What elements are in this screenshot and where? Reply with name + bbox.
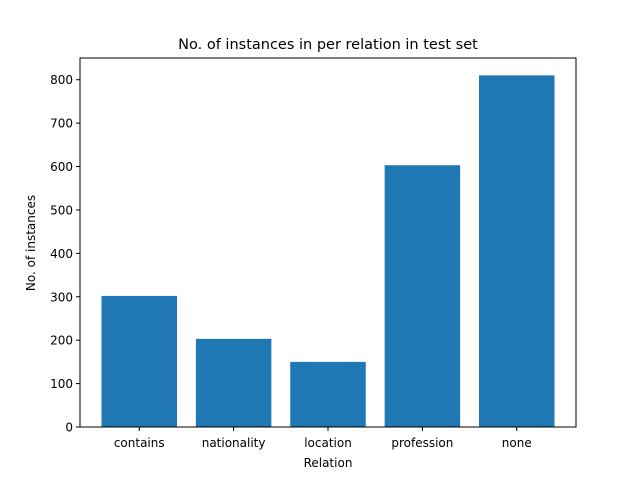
y-tick-label: 100 <box>50 377 73 391</box>
x-tick-label: nationality <box>202 436 266 450</box>
y-tick-label: 600 <box>50 160 73 174</box>
y-tick-label: 0 <box>65 421 73 435</box>
x-tick-label: location <box>304 436 352 450</box>
bar-contains <box>101 295 177 427</box>
y-tick-label: 700 <box>50 117 73 131</box>
x-tick-label: profession <box>391 436 453 450</box>
x-axis-ticks: contains nationality location profession non… <box>114 427 532 450</box>
x-tick-label: none <box>502 436 532 450</box>
y-tick-label: 200 <box>50 334 73 348</box>
y-tick-label: 400 <box>50 247 73 261</box>
bar-nationality <box>195 338 272 427</box>
bar-profession <box>384 165 461 428</box>
y-tick-label: 800 <box>50 73 73 87</box>
x-tick-label: contains <box>114 436 165 450</box>
bar-none <box>479 75 555 428</box>
y-axis-ticks: 0 100 200 300 400 500 600 700 800 <box>50 73 80 435</box>
x-axis-label: Relation <box>304 456 353 470</box>
y-axis-label: No. of instances <box>24 195 38 291</box>
y-tick-label: 500 <box>50 203 73 217</box>
y-tick-label: 300 <box>50 290 73 304</box>
chart-title: No. of instances in per relation in test… <box>178 37 478 53</box>
bars-layer <box>101 75 555 428</box>
bar-location <box>290 361 366 427</box>
